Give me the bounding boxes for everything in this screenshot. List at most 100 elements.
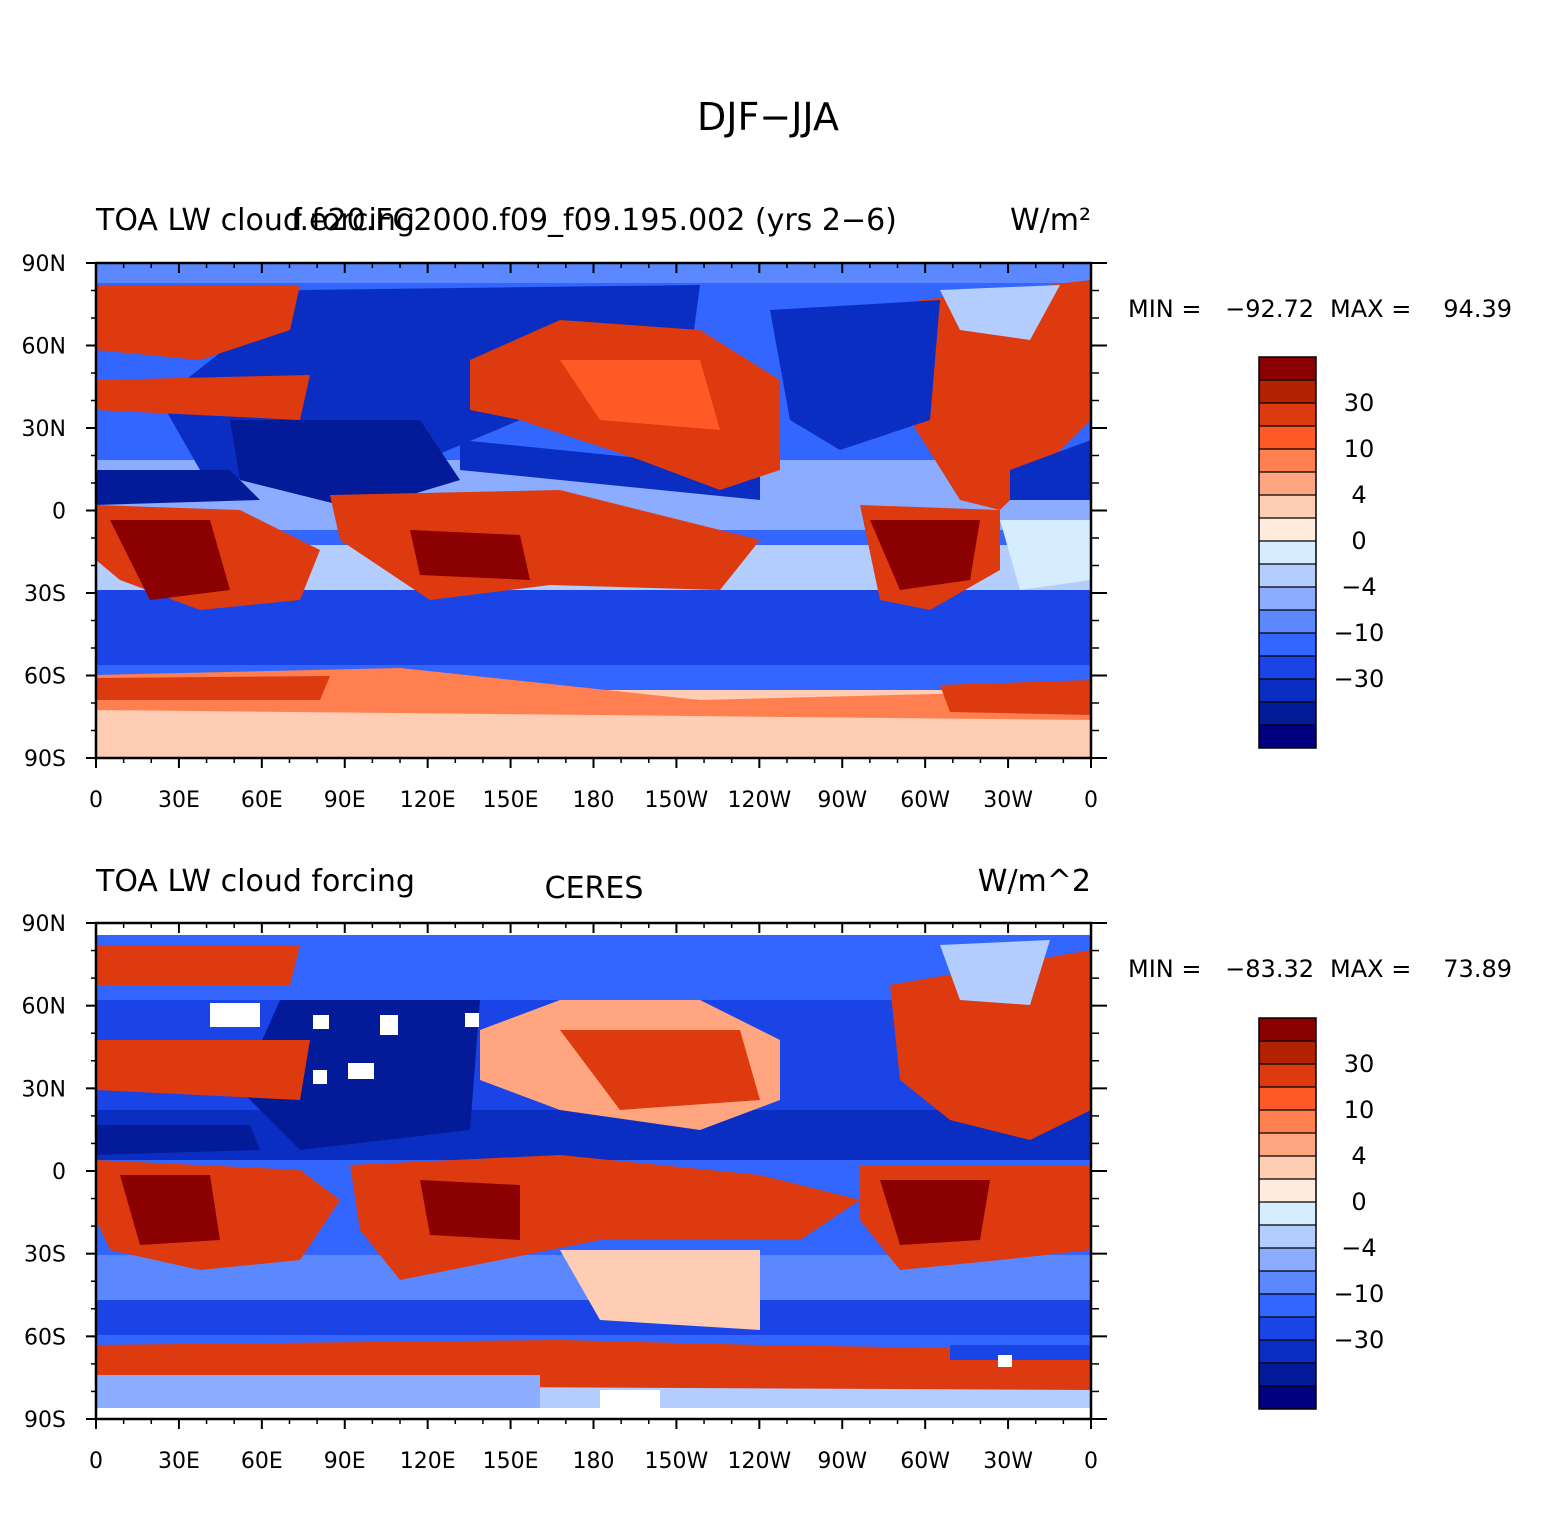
colorbar: 30 10 4 0 −4 −10 −30 (1258, 1017, 1385, 1410)
lon-tick-label: 60W (900, 1449, 950, 1474)
colorbar-swatch (1259, 725, 1316, 749)
colorbar-swatch (1259, 679, 1316, 703)
min-value: −83.32 (1225, 955, 1314, 983)
colorbar-swatch (1259, 1156, 1316, 1180)
max-label: MAX = (1330, 955, 1411, 983)
lon-tick-label: 180 (573, 1449, 615, 1474)
contour-map (96, 263, 1091, 758)
lon-tick-label: 90E (324, 1449, 366, 1474)
lon-tick-label: 0 (89, 1449, 103, 1474)
lon-tick-label: 90W (817, 788, 867, 813)
colorbar-label: 0 (1351, 527, 1366, 555)
lat-tick-label: 30S (24, 1243, 66, 1268)
lat-tick-label: 60S (24, 1325, 66, 1350)
colorbar-swatch (1259, 587, 1316, 611)
lat-tick-label: 60S (24, 665, 66, 690)
colorbar-label: 4 (1351, 1142, 1366, 1170)
colorbar-swatch (1259, 357, 1316, 381)
colorbar-label: 0 (1351, 1188, 1366, 1216)
colorbar-swatch (1259, 610, 1316, 634)
lon-tick-label: 0 (89, 788, 103, 813)
lat-tick-label: 30S (24, 582, 66, 607)
lon-tick-label: 90E (324, 788, 366, 813)
colorbar-swatch (1259, 1363, 1316, 1387)
colorbar-label: 30 (1344, 389, 1375, 417)
colorbar-label: 4 (1351, 481, 1366, 509)
colorbar-label: 10 (1344, 435, 1375, 463)
map-ticks: 0 30E 60E 90E 120E 150E 180 150W 120W 90W 60W 30W 09… (22, 912, 1107, 1474)
colorbar-swatch (1259, 1271, 1316, 1295)
lon-tick-label: 150W (645, 1449, 709, 1474)
colorbar-swatch (1259, 426, 1316, 450)
panel-left-title: TOA LW cloud forcing (95, 864, 415, 899)
map-ticks: 0 30E 60E 90E 120E 150E 180 150W 120W 90W 60W 30W 09… (22, 252, 1107, 813)
colorbar-swatch (1259, 1179, 1316, 1203)
colorbar-swatch (1259, 1340, 1316, 1364)
lon-tick-label: 30W (983, 1449, 1033, 1474)
lat-tick-label: 60N (22, 995, 66, 1020)
panel-units: W/m² (1010, 203, 1091, 238)
min-value: −92.72 (1225, 295, 1314, 323)
colorbar-swatch (1259, 1317, 1316, 1341)
colorbar-label: −10 (1334, 619, 1385, 647)
min-label: MIN = (1128, 955, 1201, 983)
lon-tick-label: 120W (727, 1449, 791, 1474)
lon-tick-label: 60E (241, 1449, 283, 1474)
lon-tick-label: 150E (483, 788, 539, 813)
colorbar-swatch (1259, 1133, 1316, 1157)
lat-tick-label: 30N (22, 417, 66, 442)
lon-tick-label: 150E (483, 1449, 539, 1474)
colorbar-label: −30 (1334, 1326, 1385, 1354)
panel-model: TOA LW cloud forcing f.e20.FC2000.f09_f0… (22, 203, 1512, 813)
lat-tick-label: 0 (52, 1160, 66, 1185)
colorbar-swatch (1259, 702, 1316, 726)
panel-left-title: TOA LW cloud forcing (95, 203, 415, 238)
lon-tick-label: 90W (817, 1449, 867, 1474)
colorbar-swatch (1259, 1018, 1316, 1042)
lat-tick-label: 60N (22, 335, 66, 360)
lon-tick-label: 60W (900, 788, 950, 813)
colorbar-swatch (1259, 1202, 1316, 1226)
figure-title: DJF−JJA (697, 95, 839, 139)
lon-tick-label: 30E (158, 1449, 200, 1474)
colorbar-label: 10 (1344, 1096, 1375, 1124)
colorbar-swatch (1259, 495, 1316, 519)
colorbar-swatch (1259, 1225, 1316, 1249)
panel-center-title: CERES (545, 871, 644, 906)
lon-tick-label: 60E (241, 788, 283, 813)
lon-tick-label: 0 (1084, 788, 1098, 813)
lon-tick-label: 30W (983, 788, 1033, 813)
colorbar-swatch (1259, 564, 1316, 588)
lat-tick-label: 90S (24, 747, 66, 772)
lon-tick-label: 30E (158, 788, 200, 813)
colorbar-swatch (1259, 1041, 1316, 1065)
colorbar-swatch (1259, 449, 1316, 473)
colorbar-swatch (1259, 1110, 1316, 1134)
lat-tick-label: 90S (24, 1408, 66, 1433)
panel-obs: TOA LW cloud forcing CERES W/m^2 (22, 864, 1512, 1474)
colorbar-swatch (1259, 1386, 1316, 1410)
lon-tick-label: 120E (400, 788, 456, 813)
colorbar-label: −10 (1334, 1280, 1385, 1308)
lon-tick-label: 180 (573, 788, 615, 813)
colorbar-label: −30 (1334, 665, 1385, 693)
colorbar-swatch (1259, 541, 1316, 565)
colorbar-swatch (1259, 1294, 1316, 1318)
lat-tick-label: 90N (22, 252, 66, 277)
colorbar-swatch (1259, 1087, 1316, 1111)
colorbar: 30 10 4 0 −4 −10 −30 (1258, 356, 1385, 749)
colorbar-swatch (1259, 518, 1316, 542)
lat-tick-label: 90N (22, 912, 66, 937)
colorbar-swatch (1259, 403, 1316, 427)
panel-units: W/m^2 (978, 864, 1091, 899)
panel-center-title: f.e20.FC2000.f09_f09.195.002 (yrs 2−6) (291, 203, 897, 238)
max-value: 73.89 (1443, 955, 1512, 983)
colorbar-swatch (1259, 472, 1316, 496)
max-label: MAX = (1330, 295, 1411, 323)
lat-tick-label: 0 (52, 500, 66, 525)
colorbar-swatch (1259, 1248, 1316, 1272)
colorbar-swatch (1259, 380, 1316, 404)
min-label: MIN = (1128, 295, 1201, 323)
lon-tick-label: 120E (400, 1449, 456, 1474)
max-value: 94.39 (1443, 295, 1512, 323)
